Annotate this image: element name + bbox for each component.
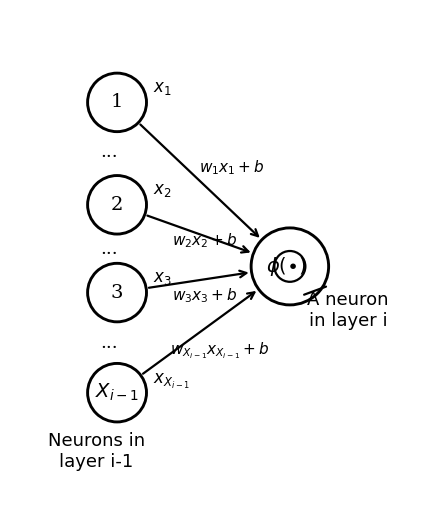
Text: $w_{X_{i-1}}x_{X_{i-1}}+b$: $w_{X_{i-1}}x_{X_{i-1}}+b$ (170, 341, 270, 361)
Text: ...: ... (101, 240, 118, 258)
Text: $w_1x_1+b$: $w_1x_1+b$ (199, 158, 265, 177)
Text: ...: ... (101, 335, 118, 352)
Text: $x_3$: $x_3$ (153, 270, 172, 287)
Text: $x_{X_{i-1}}$: $x_{X_{i-1}}$ (153, 372, 190, 391)
Text: 2: 2 (111, 196, 123, 214)
Text: Neurons in
layer i-1: Neurons in layer i-1 (48, 432, 145, 471)
Text: $\phi(\bullet)$: $\phi(\bullet)$ (266, 255, 306, 278)
Circle shape (251, 228, 329, 305)
Text: $X_{i-1}$: $X_{i-1}$ (95, 382, 139, 403)
Circle shape (88, 73, 146, 132)
Text: $w_3x_3+b$: $w_3x_3+b$ (172, 286, 238, 305)
Text: 3: 3 (111, 284, 123, 301)
Text: $w_2x_2+b$: $w_2x_2+b$ (172, 231, 238, 250)
Circle shape (88, 264, 146, 322)
Circle shape (88, 176, 146, 234)
Circle shape (88, 363, 146, 422)
Text: $x_2$: $x_2$ (153, 183, 171, 199)
Text: ...: ... (101, 144, 118, 161)
Circle shape (274, 251, 305, 282)
Text: 1: 1 (111, 94, 123, 112)
Text: $x_1$: $x_1$ (153, 80, 171, 97)
Text: A neuron
in layer i: A neuron in layer i (307, 291, 389, 330)
